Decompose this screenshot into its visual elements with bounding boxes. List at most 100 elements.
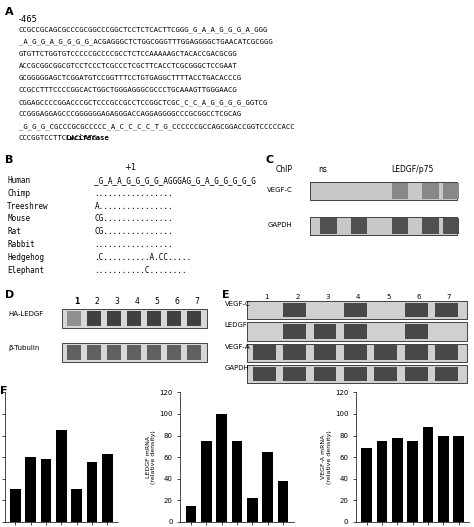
Text: .................: .................: [94, 240, 173, 249]
Text: 3: 3: [326, 294, 330, 300]
FancyBboxPatch shape: [107, 310, 120, 326]
Text: GTGTTCTGGTGTCCCCCGCCCCGCCTCTCCAAAAAGCTACACCGACGCGG: GTGTTCTGGTGTCCCCCGCCCCGCCTCTCCAAAAAGCTAC…: [18, 51, 237, 57]
Text: B: B: [5, 155, 13, 165]
Y-axis label: LEDGF mRNA
(relative density): LEDGF mRNA (relative density): [146, 430, 156, 484]
FancyBboxPatch shape: [422, 218, 438, 234]
Text: Treeshrew: Treeshrew: [7, 201, 49, 211]
Text: GAPDH: GAPDH: [267, 222, 292, 228]
Bar: [201, 441, 212, 522]
FancyBboxPatch shape: [374, 367, 397, 382]
FancyBboxPatch shape: [443, 218, 459, 234]
FancyBboxPatch shape: [283, 346, 306, 360]
Text: .C..........A.CC.....: .C..........A.CC.....: [94, 253, 191, 262]
Text: CCGCCTTTCCCCGGCACTGGCTGGGAGGGCGCCCTGCAAAGTTGGGAACG: CCGCCTTTCCCCGGCACTGGCTGGGAGGGCGCCCTGCAAA…: [18, 87, 237, 93]
FancyBboxPatch shape: [63, 343, 207, 362]
Bar: [87, 463, 97, 522]
FancyBboxPatch shape: [283, 367, 306, 382]
Text: GAPDH: GAPDH: [225, 365, 249, 371]
Text: Rat: Rat: [7, 228, 21, 237]
Text: ACCGCGGCGGCGTCCTCCCTCGCCCTCGCTTCACCTCGCGGGCTCCGAAT: ACCGCGGCGGCGTCCTCCCTCGCCCTCGCTTCACCTCGCG…: [18, 63, 237, 69]
Y-axis label: VEGF-A mRNA
(relative density): VEGF-A mRNA (relative density): [321, 430, 332, 484]
Text: Human: Human: [7, 175, 30, 184]
Bar: [377, 441, 387, 522]
FancyBboxPatch shape: [314, 324, 337, 339]
Text: ChIP: ChIP: [275, 165, 292, 174]
Text: A: A: [5, 7, 13, 17]
Text: β-Tubulin: β-Tubulin: [9, 345, 40, 350]
FancyBboxPatch shape: [187, 310, 201, 326]
Text: 7: 7: [194, 297, 199, 306]
FancyBboxPatch shape: [320, 218, 337, 234]
Text: VEGF-C: VEGF-C: [225, 301, 250, 307]
Text: 5: 5: [386, 294, 391, 300]
Text: VEGF-C: VEGF-C: [267, 187, 293, 193]
FancyBboxPatch shape: [247, 301, 467, 319]
Text: Luciferase: Luciferase: [65, 135, 109, 141]
Bar: [186, 505, 196, 522]
FancyBboxPatch shape: [247, 365, 467, 383]
FancyBboxPatch shape: [310, 182, 457, 200]
FancyBboxPatch shape: [166, 310, 181, 326]
Text: Elephant: Elephant: [7, 266, 44, 275]
FancyBboxPatch shape: [344, 324, 367, 339]
Text: C: C: [265, 155, 273, 165]
FancyBboxPatch shape: [63, 309, 207, 328]
Text: 6: 6: [417, 294, 421, 300]
Bar: [392, 438, 402, 522]
Bar: [216, 414, 227, 522]
FancyBboxPatch shape: [127, 310, 141, 326]
FancyBboxPatch shape: [443, 183, 459, 199]
FancyBboxPatch shape: [66, 310, 81, 326]
Bar: [10, 490, 21, 522]
Text: .................: .................: [94, 189, 173, 198]
Text: ̲A̲G̲G̲A̲G̲G̲G̲G̲ACGAGGGCTCTGGCGGGTTTGGAGGGGCTGAACATCGCGGG: ̲A̲G̲G̲A̲G̲G̲G̲G̲ACGAGGGCTCTGGCGGGTTTGGA…: [18, 38, 273, 45]
FancyBboxPatch shape: [405, 367, 428, 382]
Text: CCGCCGCAGCGCCCGCGGCCCGGCTCCTCTCACTTCGGG̲G̲A̲A̲G̲G̲G̲A̲GGG: CCGCCGCAGCGCCCGCGGCCCGGCTCCTCTCACTTCGGG̲…: [18, 26, 268, 33]
Text: 5: 5: [154, 297, 159, 306]
Text: VEGF-A: VEGF-A: [225, 344, 250, 349]
Bar: [262, 452, 273, 522]
FancyBboxPatch shape: [253, 346, 276, 360]
FancyBboxPatch shape: [166, 345, 181, 360]
FancyBboxPatch shape: [392, 183, 408, 199]
FancyBboxPatch shape: [314, 346, 337, 360]
Text: Mouse: Mouse: [7, 214, 30, 223]
FancyBboxPatch shape: [310, 217, 457, 235]
Text: 6: 6: [174, 297, 179, 306]
Text: CGGAGCCCCGGACCCGCTCCCGCCGCCTCCGGCTCGC̲C̲C̲A̲G̲G̲G̲G̲GGTCG: CGGAGCCCCGGACCCGCTCCCGCCGCCTCCGGCTCGC̲C̲…: [18, 99, 268, 106]
FancyBboxPatch shape: [87, 345, 100, 360]
Bar: [361, 448, 372, 522]
Text: 4: 4: [356, 294, 360, 300]
FancyBboxPatch shape: [351, 218, 367, 234]
Text: ns: ns: [318, 165, 327, 174]
Text: HA-LEDGF: HA-LEDGF: [9, 310, 44, 317]
Bar: [102, 454, 113, 522]
Text: CG...............: CG...............: [94, 228, 173, 237]
FancyBboxPatch shape: [146, 310, 161, 326]
Bar: [453, 435, 464, 522]
FancyBboxPatch shape: [253, 367, 276, 382]
Text: A................: A................: [94, 201, 173, 211]
Bar: [72, 490, 82, 522]
FancyBboxPatch shape: [435, 303, 458, 317]
FancyBboxPatch shape: [314, 367, 337, 382]
FancyBboxPatch shape: [146, 345, 161, 360]
FancyBboxPatch shape: [405, 303, 428, 317]
Text: Hedgehog: Hedgehog: [7, 253, 44, 262]
FancyBboxPatch shape: [374, 346, 397, 360]
Text: ̲G̲G̲G̲CGCCCGCGCCCCC̲A̲C̲C̲C̲C̲T̲G̲CCCCCCGCCAGCGGACCGGTCCCCCACC: ̲G̲G̲G̲CGCCCGCGCCCCC̲A̲C̲C̲C̲C̲T̲G̲CCCCC…: [18, 123, 294, 130]
FancyBboxPatch shape: [405, 324, 428, 339]
Text: 1: 1: [74, 297, 79, 306]
Text: ̲G̲A̲A̲G̲G̲G̲G̲AGGGAG̲G̲A̲G̲G̲G̲G̲G: ̲G̲A̲A̲G̲G̲G̲G̲AGGGAG̲G̲A̲G̲G̲G̲G̲G: [94, 175, 256, 184]
Text: GCGGGGGAGCTCGGATGTCCGGTTTCCTGTGAGGCTTTTACCTGACACCCG: GCGGGGGAGCTCGGATGTCCGGTTTCCTGTGAGGCTTTTA…: [18, 75, 242, 81]
Text: CCCGGTCCTTCCACCATG-: CCCGGTCCTTCCACCATG-: [18, 135, 102, 141]
FancyBboxPatch shape: [422, 183, 438, 199]
FancyBboxPatch shape: [392, 218, 408, 234]
Bar: [41, 459, 52, 522]
Text: +1: +1: [124, 163, 137, 172]
FancyBboxPatch shape: [66, 345, 81, 360]
FancyBboxPatch shape: [344, 367, 367, 382]
Text: 4: 4: [134, 297, 139, 306]
Text: F: F: [0, 386, 8, 396]
Text: 7: 7: [447, 294, 451, 300]
